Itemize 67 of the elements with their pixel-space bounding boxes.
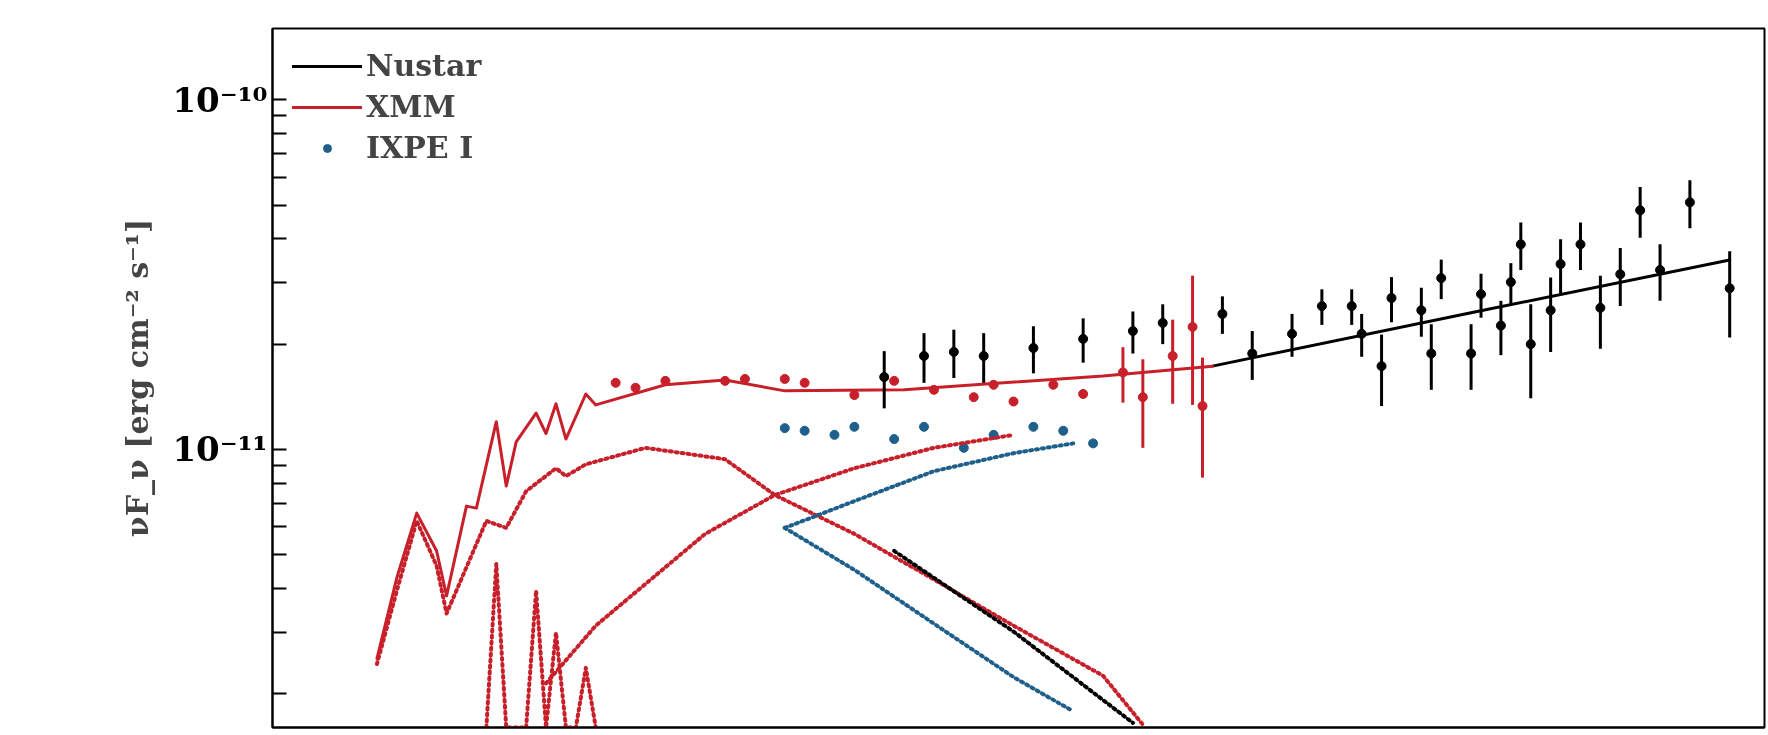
point bbox=[799, 425, 810, 436]
legend-label: XMM bbox=[366, 89, 456, 124]
point bbox=[948, 346, 959, 357]
point bbox=[1436, 273, 1447, 284]
point bbox=[1615, 269, 1626, 280]
point bbox=[1287, 328, 1298, 339]
point bbox=[630, 382, 641, 393]
point bbox=[1078, 333, 1089, 344]
point bbox=[1426, 348, 1437, 359]
point bbox=[1495, 320, 1506, 331]
point bbox=[919, 421, 930, 432]
y-axis-title: νF_ν [erg cm⁻² s⁻¹] bbox=[120, 218, 156, 538]
point bbox=[829, 429, 840, 440]
point bbox=[720, 375, 731, 386]
point bbox=[1217, 308, 1228, 319]
point bbox=[1028, 342, 1039, 353]
legend-label: Nustar bbox=[366, 48, 482, 83]
point bbox=[1545, 305, 1556, 316]
point bbox=[1635, 205, 1646, 216]
point bbox=[1167, 350, 1178, 361]
point bbox=[1724, 283, 1735, 294]
point bbox=[1655, 264, 1666, 275]
point bbox=[1008, 396, 1019, 407]
point bbox=[1078, 389, 1089, 399]
point bbox=[1515, 239, 1526, 250]
point bbox=[1356, 328, 1367, 339]
point bbox=[849, 390, 860, 401]
point bbox=[928, 384, 939, 395]
point bbox=[1376, 361, 1387, 372]
point bbox=[1416, 305, 1427, 316]
y-tick-label: 10⁻¹¹ bbox=[172, 429, 268, 470]
point bbox=[1575, 239, 1586, 250]
point bbox=[1466, 348, 1477, 359]
point bbox=[1316, 301, 1327, 312]
point bbox=[1505, 277, 1516, 288]
point bbox=[1117, 367, 1128, 378]
point bbox=[610, 377, 621, 388]
point bbox=[1058, 425, 1069, 436]
point bbox=[889, 434, 900, 445]
point bbox=[799, 377, 810, 388]
point bbox=[849, 421, 860, 432]
point bbox=[988, 379, 999, 390]
point bbox=[1137, 392, 1148, 403]
point bbox=[1197, 401, 1208, 412]
point bbox=[1346, 301, 1357, 312]
point bbox=[1088, 438, 1099, 449]
point bbox=[1525, 339, 1536, 350]
point bbox=[779, 423, 790, 434]
point bbox=[968, 392, 979, 403]
point bbox=[879, 372, 890, 383]
point bbox=[1555, 259, 1566, 270]
point bbox=[1127, 326, 1138, 337]
point bbox=[919, 350, 930, 361]
point bbox=[779, 373, 790, 384]
point bbox=[1048, 379, 1059, 390]
point bbox=[739, 373, 750, 384]
point bbox=[1028, 421, 1039, 432]
point bbox=[1187, 321, 1198, 332]
point bbox=[1595, 302, 1606, 313]
legend-label: IXPE I bbox=[366, 130, 474, 165]
point bbox=[889, 375, 900, 386]
point bbox=[1476, 289, 1487, 300]
point bbox=[1386, 293, 1397, 304]
point bbox=[1684, 197, 1695, 208]
point bbox=[1157, 317, 1168, 328]
y-tick-label: 10⁻¹⁰ bbox=[172, 79, 268, 120]
point bbox=[978, 350, 989, 361]
